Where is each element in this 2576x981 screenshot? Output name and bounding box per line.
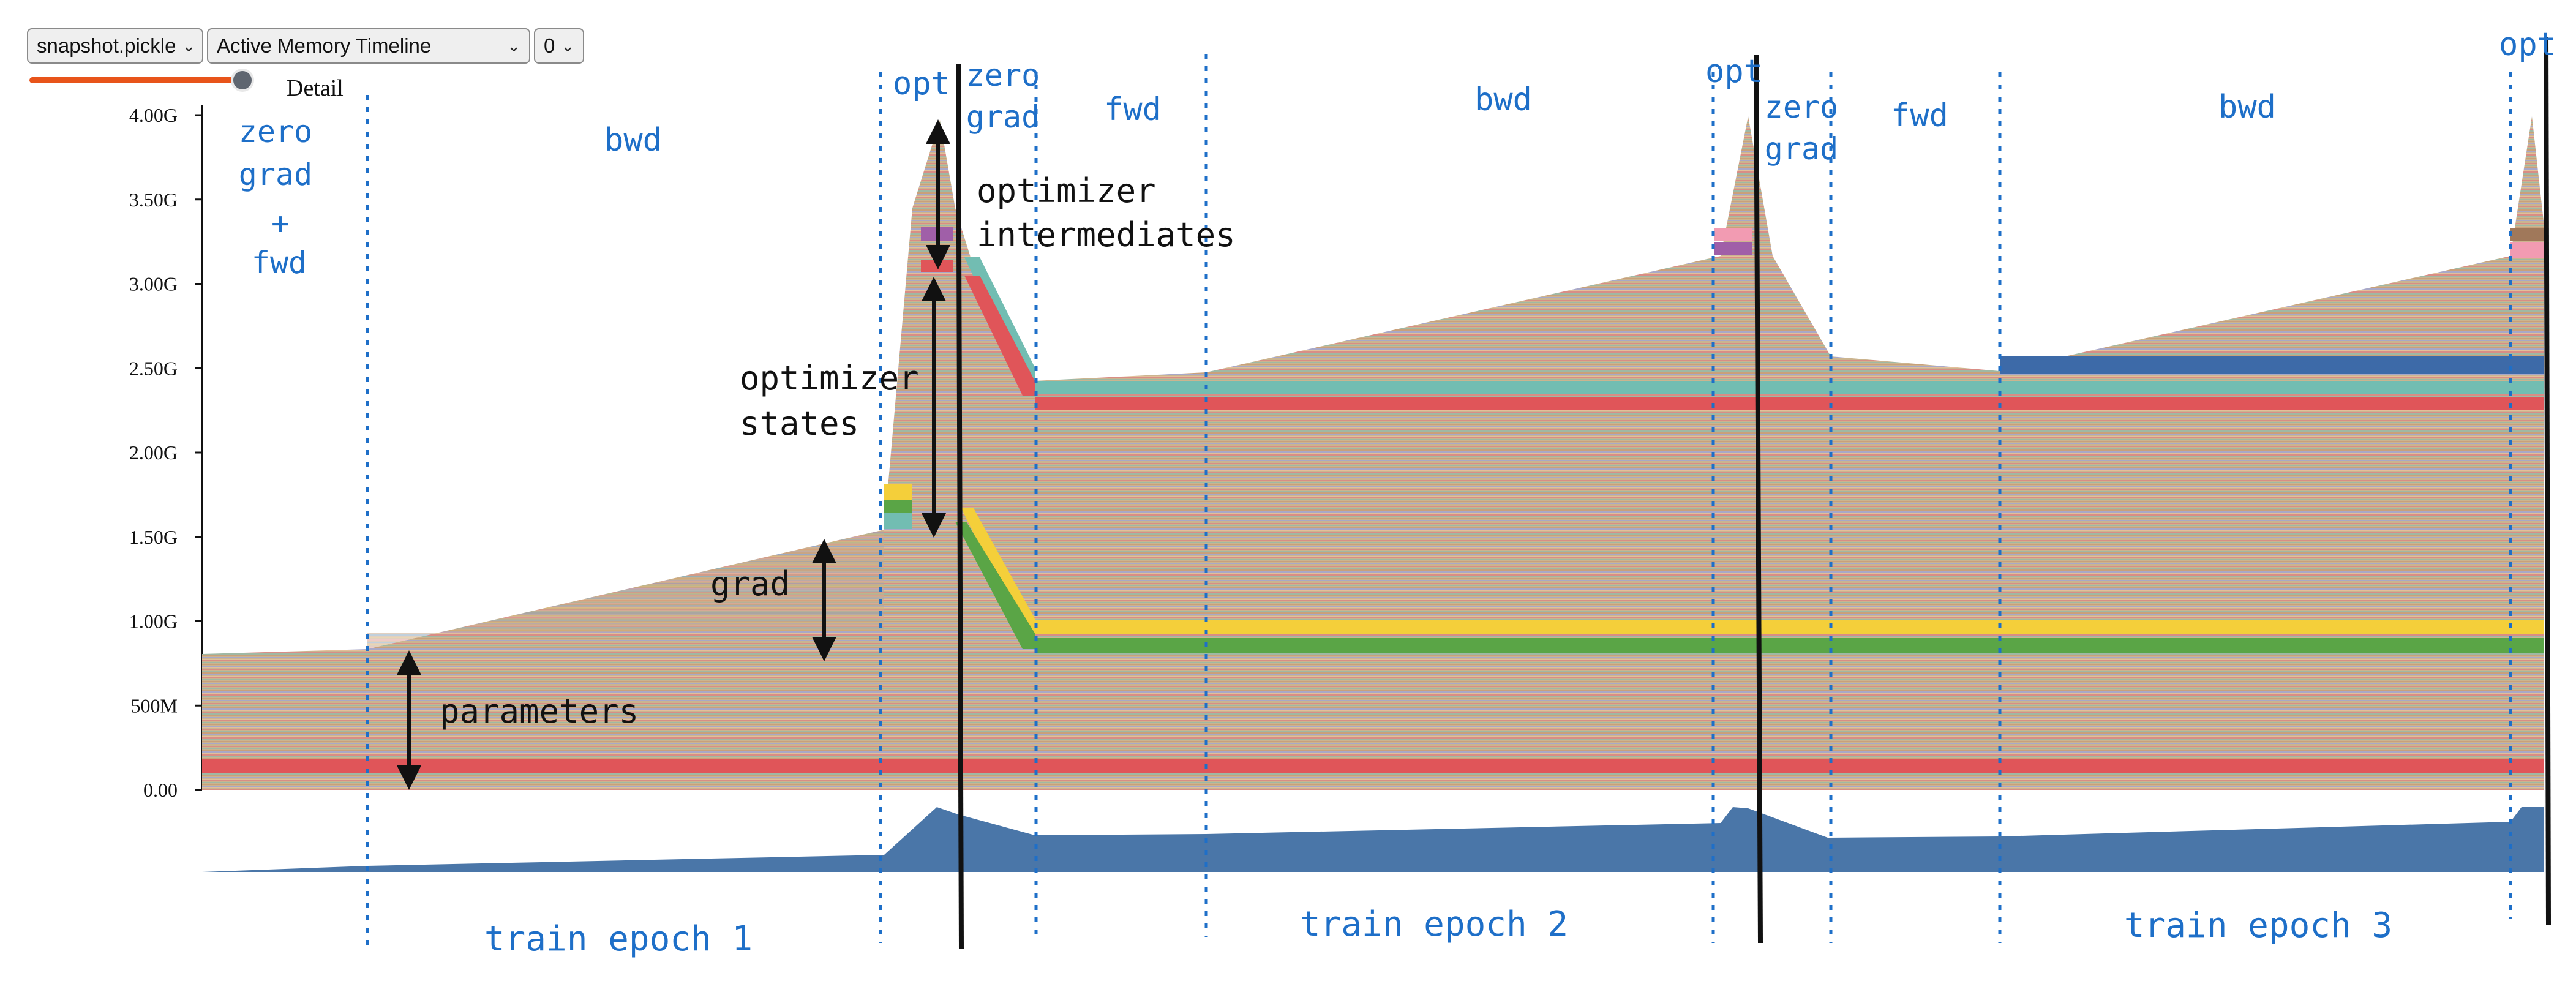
label-zero-3: zero: [1765, 89, 1838, 125]
device-select[interactable]: 0 ⌄: [534, 28, 584, 64]
label-grad-3: grad: [1765, 131, 1838, 167]
arrow-head-icon: [922, 513, 946, 538]
memory-stacked-area: [202, 116, 2544, 790]
label-opt-2: opt: [1705, 53, 1763, 90]
overview-strip: [202, 807, 2544, 872]
y-tick-label: 0.00: [143, 779, 178, 801]
arrow-head-icon: [397, 765, 421, 790]
opt-intermediate-pink-2: [1714, 228, 1752, 241]
label-fwd: fwd: [252, 245, 307, 280]
annotation-arrows: [397, 119, 950, 790]
label-train-epoch-2: train epoch 2: [1300, 904, 1568, 944]
label-bwd-2: bwd: [1474, 81, 1532, 118]
y-tick-label: 2.50G: [129, 357, 178, 379]
detail-slider-thumb[interactable]: [231, 69, 254, 92]
parameters-band-red: [202, 759, 2544, 773]
label-plus: +: [271, 206, 290, 241]
chevron-down-icon: ⌄: [561, 36, 575, 55]
device-value: 0: [544, 34, 555, 57]
label-train-epoch-1: train epoch 1: [484, 919, 753, 959]
y-tick-label: 1.50G: [129, 526, 178, 548]
y-axis: 4.00G 3.50G 3.00G 2.50G 2.00G 1.50G 1.00G 500M 0…: [129, 104, 203, 801]
epoch-divider: [1754, 55, 1763, 944]
band-red-epoch2: [1035, 397, 2544, 410]
detail-slider-track[interactable]: [29, 77, 238, 83]
snapshot-file-value: snapshot.pickle: [37, 34, 176, 57]
epoch-divider: [956, 63, 964, 950]
y-tick-label: 4.00G: [129, 104, 178, 126]
chevron-down-icon: ⌄: [507, 36, 520, 55]
label-bwd-3: bwd: [2218, 89, 2276, 126]
opt-state-yellow-slope: [961, 508, 1035, 633]
annotation-labels: zero grad + fwd bwd opt zero grad fwd bw…: [239, 26, 2556, 959]
label-fwd-2: fwd: [1104, 91, 1162, 128]
arrow-head-icon: [926, 245, 950, 269]
phase-dividers: [366, 36, 2551, 950]
opt-state-red-slope: [964, 276, 1035, 396]
band-yellow-epoch2: [1035, 620, 2544, 634]
label-grad: grad: [239, 157, 312, 192]
opt-state-teal-left: [884, 513, 912, 529]
arrow-head-icon: [922, 277, 946, 301]
y-ticks: 4.00G 3.50G 3.00G 2.50G 2.00G 1.50G 1.00G 500M 0…: [129, 104, 202, 801]
label-optimizer-states-1: optimizer: [740, 359, 919, 397]
gradient-block: [367, 530, 884, 649]
label-bwd-1: bwd: [604, 122, 662, 159]
arrow-head-icon: [397, 650, 421, 675]
label-opt-3: opt: [2499, 26, 2556, 63]
label-zero-2: zero: [966, 58, 1040, 93]
opt-state-yellow-left: [884, 484, 912, 500]
arrow-head-icon: [812, 539, 836, 563]
y-tick-label: 1.00G: [129, 611, 178, 633]
label-zero: zero: [239, 114, 312, 149]
arrow-head-icon: [812, 637, 836, 661]
label-grad-annotation: grad: [710, 565, 790, 603]
snapshot-file-select[interactable]: snapshot.pickle ⌄: [27, 28, 203, 64]
view-mode-select[interactable]: Active Memory Timeline ⌄: [207, 28, 530, 64]
toolbar: snapshot.pickle ⌄ Active Memory Timeline…: [27, 28, 584, 66]
opt-state-green-slope: [955, 522, 1035, 649]
opt-intermediate-brown-3: [2510, 228, 2544, 241]
label-fwd-3: fwd: [1891, 97, 1948, 134]
y-tick-label: 3.50G: [129, 189, 178, 211]
y-tick-label: 3.00G: [129, 273, 178, 295]
band-green-epoch2: [1035, 638, 2544, 653]
opt-state-green-left: [884, 500, 912, 513]
y-tick-label: 500M: [131, 694, 178, 716]
band-navy-epoch3: [2000, 356, 2544, 374]
label-grad-2: grad: [966, 99, 1040, 135]
opt-intermediate-purple-2: [1714, 242, 1752, 255]
label-train-epoch-3: train epoch 3: [2124, 906, 2392, 945]
label-parameters: parameters: [440, 692, 639, 731]
y-tick-label: 2.00G: [129, 442, 178, 464]
view-mode-value: Active Memory Timeline: [217, 34, 432, 57]
epoch-divider: [2544, 36, 2551, 925]
memory-area-series: [202, 116, 2544, 790]
chevron-down-icon: ⌄: [182, 36, 196, 55]
detail-label: Detail: [287, 75, 344, 101]
label-opt-1: opt: [893, 66, 950, 102]
arrow-head-icon: [926, 119, 950, 144]
opt-intermediate-pink-3: [2510, 242, 2544, 258]
label-optimizer-states-2: states: [740, 404, 859, 443]
label-optimizer-intermediates-2: intermediates: [977, 216, 1236, 254]
label-optimizer-intermediates-1: optimizer: [977, 171, 1156, 210]
overview-area: [202, 807, 2544, 872]
band-teal-epoch2: [1035, 381, 2544, 394]
